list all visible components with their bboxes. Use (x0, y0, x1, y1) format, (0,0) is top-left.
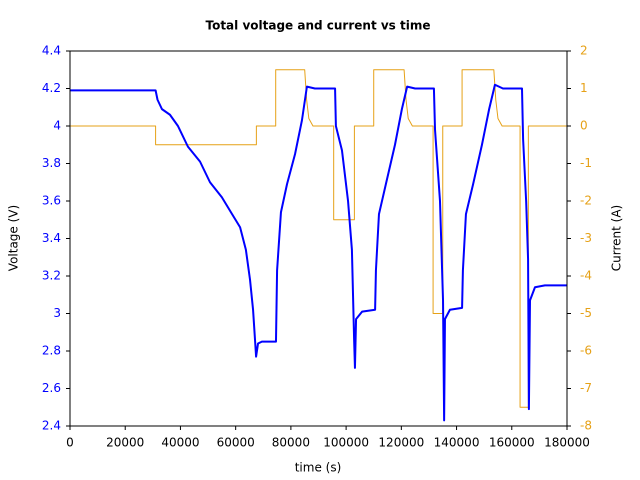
y-tick-label: 4 (53, 119, 61, 133)
y2-tick-label: -8 (580, 419, 592, 433)
y-tick-label: 2.4 (42, 419, 61, 433)
series-line (70, 69, 567, 408)
chart-title: Total voltage and current vs time (205, 19, 430, 33)
y-tick-label: 3.4 (42, 231, 61, 245)
y2-tick-label: -1 (580, 156, 592, 170)
y-tick-label: 4.4 (42, 44, 61, 58)
y-tick-label: 3.8 (42, 156, 61, 170)
y-tick-label: 3.2 (42, 269, 61, 283)
y-tick-label: 2.6 (42, 381, 61, 395)
x-tick-label: 180000 (544, 436, 590, 450)
x-tick-label: 160000 (489, 436, 535, 450)
x-tick-label: 0 (66, 436, 74, 450)
y2-tick-label: 1 (580, 81, 588, 95)
y2-tick-label: -5 (580, 306, 592, 320)
x-tick-label: 20000 (106, 436, 144, 450)
y-axis-label: Voltage (V) (7, 205, 21, 271)
y2-tick-label: 2 (580, 44, 588, 58)
y-tick-label: 2.8 (42, 344, 61, 358)
y2-tick-label: -6 (580, 344, 592, 358)
x-tick-label: 120000 (378, 436, 424, 450)
y2-tick-label: -3 (580, 231, 592, 245)
y2-axis-label: Current (A) (610, 205, 624, 271)
y2-tick-label: -4 (580, 269, 592, 283)
x-axis-label: time (s) (295, 461, 342, 475)
y-tick-label: 3.6 (42, 194, 61, 208)
plot-frame (69, 50, 568, 427)
y2-tick-label: -2 (580, 194, 592, 208)
x-tick-label: 140000 (434, 436, 480, 450)
x-tick-label: 100000 (323, 436, 369, 450)
y-tick-label: 3 (53, 306, 61, 320)
y-tick-label: 4.2 (42, 81, 61, 95)
y2-tick-label: 0 (580, 119, 588, 133)
y2-tick-label: -7 (580, 381, 592, 395)
x-tick-label: 60000 (217, 436, 255, 450)
x-tick-label: 80000 (272, 436, 310, 450)
series-line (70, 83, 567, 422)
x-tick-label: 40000 (161, 436, 199, 450)
